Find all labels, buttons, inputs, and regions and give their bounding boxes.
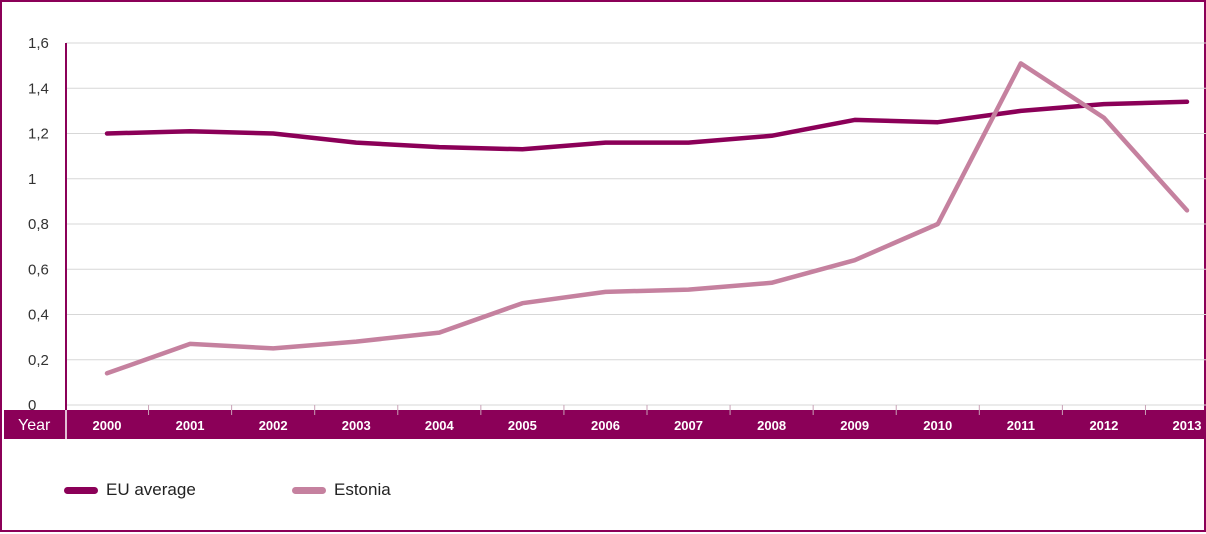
y-tick-label: 0,6	[28, 261, 49, 278]
y-tick-label: 1,6	[28, 35, 49, 52]
legend-item-eu-average: EU average	[64, 480, 196, 500]
legend-label-eu-average: EU average	[106, 480, 196, 499]
x-tick-label: 2001	[176, 418, 205, 433]
y-tick-label: 0,2	[28, 352, 49, 369]
y-tick-label: 1,4	[28, 80, 49, 97]
x-tick-label: 2000	[93, 418, 122, 433]
y-tick-label: 0,8	[28, 216, 49, 233]
y-tick-label: 1	[28, 171, 36, 188]
series-line-eu-average	[104, 99, 1190, 152]
legend-label-estonia: Estonia	[334, 480, 391, 499]
x-axis-label: Year	[18, 417, 51, 434]
y-tick-label: 1,2	[28, 126, 49, 143]
series-line-estonia	[104, 61, 1190, 376]
x-tick-label: 2004	[425, 418, 455, 433]
x-axis-band	[4, 410, 1206, 439]
x-tick-label: 2009	[840, 418, 869, 433]
x-tick-label: 2005	[508, 418, 537, 433]
x-tick-label: 2008	[757, 418, 786, 433]
x-tick-label: 2002	[259, 418, 288, 433]
x-tick-label: 2011	[1007, 418, 1035, 433]
y-tick-label: 0,4	[28, 307, 49, 324]
y-tick-label: 0	[28, 397, 36, 414]
x-tick-label: 2003	[342, 418, 371, 433]
x-tick-label: 2013	[1173, 418, 1202, 433]
legend-item-estonia: Estonia	[292, 480, 391, 500]
x-tick-label: 2006	[591, 418, 620, 433]
x-tick-label: 2012	[1089, 418, 1118, 433]
x-tick-label: 2007	[674, 418, 703, 433]
legend-swatch-estonia	[292, 486, 326, 494]
legend-swatch-eu-average	[64, 486, 98, 494]
x-tick-label: 2010	[923, 418, 952, 433]
